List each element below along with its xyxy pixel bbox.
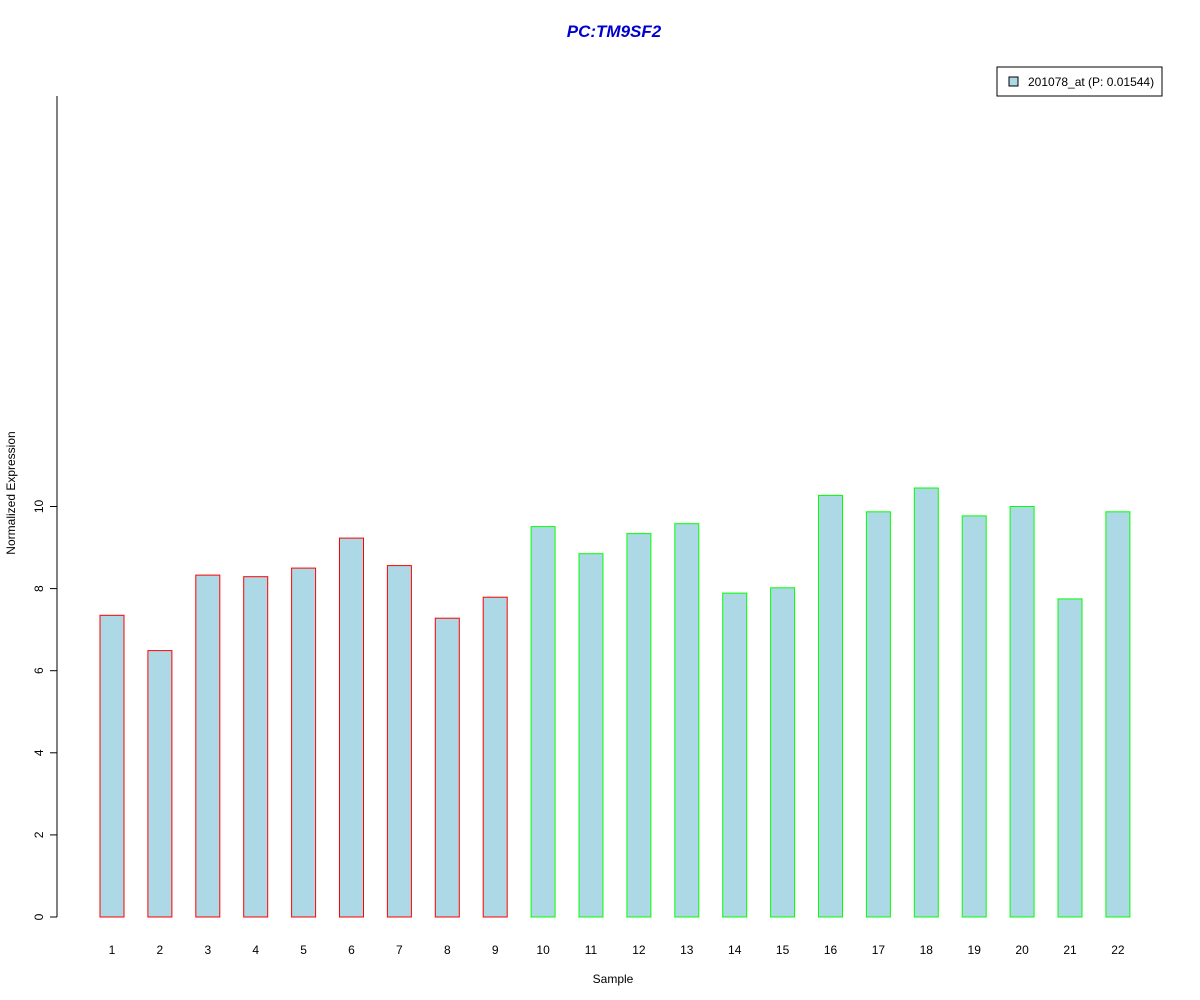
y-axis-label: Normalized Expression — [4, 431, 18, 554]
x-tick-label: 3 — [204, 943, 211, 957]
bar-sample-14 — [722, 592, 748, 918]
bar-sample-11 — [578, 553, 604, 918]
x-tick-label: 5 — [300, 943, 307, 957]
bar-sample-9 — [482, 596, 508, 918]
x-tick-label: 14 — [728, 943, 742, 957]
x-tick-label: 8 — [444, 943, 451, 957]
chart-title: PC:TM9SF2 — [567, 22, 662, 41]
bar-sample-21 — [1057, 598, 1083, 918]
bar-sample-12 — [626, 533, 652, 918]
y-tick-label: 10 — [32, 500, 46, 514]
x-tick-label: 17 — [872, 943, 886, 957]
bar-sample-6 — [339, 537, 364, 918]
y-tick-label: 4 — [32, 749, 46, 756]
legend-box — [996, 66, 1163, 97]
bar-sample-19 — [961, 515, 987, 918]
bar-sample-17 — [865, 511, 891, 918]
x-tick-label: 22 — [1111, 943, 1125, 957]
x-tick-label: 15 — [776, 943, 790, 957]
x-tick-label: 10 — [536, 943, 550, 957]
bar-sample-1 — [99, 614, 125, 918]
bar-sample-13 — [674, 523, 700, 918]
bar-sample-10 — [530, 526, 556, 918]
bar-sample-3 — [195, 574, 221, 918]
x-tick-label: 20 — [1015, 943, 1029, 957]
x-tick-label: 1 — [109, 943, 116, 957]
x-tick-label: 18 — [920, 943, 934, 957]
y-tick-label: 8 — [32, 585, 46, 592]
bar-sample-4 — [243, 576, 269, 918]
legend-swatch — [1008, 76, 1019, 87]
x-tick-label: 9 — [492, 943, 499, 957]
x-tick-label: 21 — [1063, 943, 1077, 957]
bar-sample-20 — [1009, 506, 1035, 918]
bar-sample-16 — [818, 494, 843, 918]
legend: 201078_at (P: 0.01544) — [996, 66, 1163, 97]
y-tick-label: 2 — [32, 831, 46, 838]
x-tick-label: 4 — [252, 943, 259, 957]
legend-label: 201078_at (P: 0.01544) — [1028, 75, 1154, 89]
bar-sample-18 — [913, 487, 939, 918]
x-tick-labels: 1 2 3 4 5 6 7 8 9 10 11 12 13 14 15 16 17 18 19 20 21 22 — [109, 943, 1125, 957]
x-tick-label: 19 — [968, 943, 982, 957]
x-tick-label: 11 — [585, 943, 598, 957]
bar-sample-8 — [434, 617, 460, 918]
x-tick-label: 13 — [680, 943, 694, 957]
x-tick-label: 7 — [396, 943, 403, 957]
bar-sample-2 — [147, 650, 173, 918]
bar-sample-7 — [386, 565, 412, 918]
x-tick-label: 12 — [632, 943, 646, 957]
x-tick-label: 6 — [348, 943, 355, 957]
y-tick-label: 0 — [32, 913, 46, 920]
bar-sample-15 — [770, 587, 796, 918]
x-tick-label: 16 — [824, 943, 838, 957]
x-axis-label: Sample — [593, 972, 634, 986]
y-tick-label: 6 — [32, 667, 46, 674]
bar-sample-5 — [291, 567, 317, 918]
x-tick-label: 2 — [157, 943, 164, 957]
bar-sample-22 — [1105, 511, 1131, 918]
bars — [99, 487, 1131, 918]
y-ticks: 0 2 4 6 8 10 — [32, 500, 57, 920]
